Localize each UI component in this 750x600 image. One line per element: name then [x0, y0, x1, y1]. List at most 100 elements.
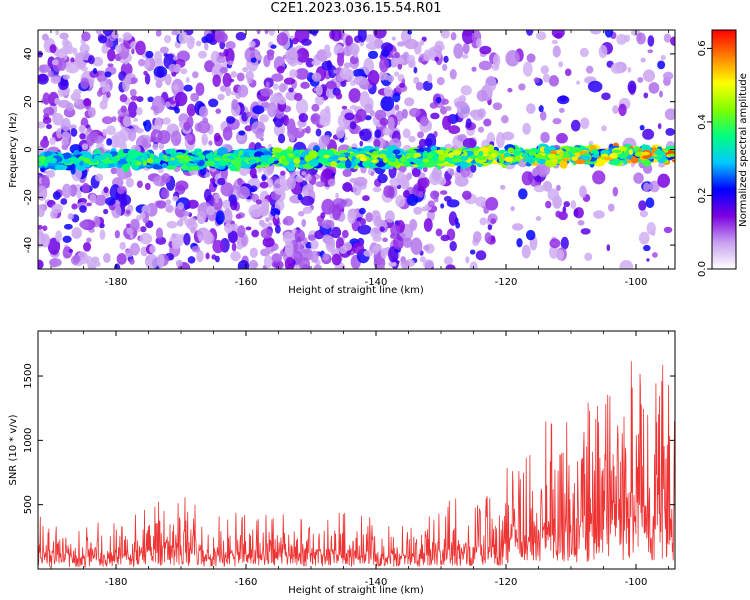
heatmap-cell — [47, 70, 54, 78]
heatmap-cell — [172, 55, 178, 61]
heatmap-cell — [83, 98, 92, 107]
heatmap-cell — [276, 65, 285, 74]
heatmap-cell — [412, 152, 422, 158]
heatmap-cell — [335, 126, 345, 139]
heatmap-cell — [38, 73, 48, 82]
heatmap-cell — [556, 133, 568, 144]
heatmap-cell — [469, 249, 476, 255]
heatmap-cell — [402, 237, 413, 249]
heatmap-cell — [399, 82, 406, 88]
heatmap-cell — [217, 177, 226, 186]
heatmap-cell — [331, 226, 342, 239]
heatmap-cell — [65, 61, 80, 74]
heatmap-cell — [73, 88, 82, 96]
heatmap-cell — [165, 199, 172, 206]
heatmap-cell — [461, 30, 475, 45]
snr-x-label: Height of straight line (km) — [288, 585, 424, 596]
heatmap-cell — [45, 169, 56, 178]
heatmap-cell — [542, 73, 550, 83]
heatmap-cell — [217, 93, 225, 101]
heatmap-cell — [515, 155, 521, 162]
heatmap-cell — [491, 152, 497, 158]
spectrogram-y-tick-label: 20 — [23, 95, 34, 108]
heatmap-cell — [332, 204, 341, 221]
heatmap-cell — [42, 92, 51, 105]
heatmap-cell — [120, 105, 127, 113]
heatmap-cell — [607, 203, 615, 212]
heatmap-cell — [219, 85, 227, 92]
heatmap-cell — [91, 256, 100, 264]
heatmap-cell — [411, 167, 421, 178]
heatmap-cell — [342, 182, 353, 192]
heatmap-cell — [301, 171, 307, 176]
heatmap-cell — [158, 144, 164, 150]
heatmap-cell — [183, 232, 191, 246]
heatmap-cell — [155, 30, 162, 37]
heatmap-cell — [382, 237, 388, 243]
heatmap-cell — [349, 121, 357, 130]
heatmap-cell — [118, 194, 132, 206]
heatmap-cell — [407, 30, 413, 35]
heatmap-cell — [90, 159, 98, 164]
heatmap-cell — [122, 116, 132, 128]
heatmap-cell — [522, 61, 533, 77]
heatmap-cell — [534, 153, 543, 159]
heatmap-cell — [230, 250, 241, 262]
heatmap-cell — [576, 80, 581, 85]
heatmap-cell — [149, 245, 156, 254]
heatmap-cell — [224, 223, 233, 234]
chart-title: C2E1.2023.036.15.54.R01 — [270, 1, 442, 16]
heatmap-cell — [365, 212, 374, 223]
heatmap-cell — [87, 107, 96, 118]
heatmap-cell — [422, 166, 428, 173]
heatmap-cell — [187, 256, 196, 264]
heatmap-cell — [344, 159, 352, 169]
heatmap-cell — [551, 30, 565, 39]
heatmap-cell — [420, 115, 429, 127]
heatmap-cell — [522, 122, 531, 135]
heatmap-cell — [462, 190, 472, 200]
heatmap-cell — [131, 160, 138, 165]
heatmap-cell — [143, 70, 148, 76]
heatmap-cell — [262, 237, 275, 248]
heatmap-cell — [50, 76, 61, 84]
heatmap-cell — [442, 115, 452, 130]
heatmap-cell — [612, 105, 619, 114]
heatmap-cell — [394, 51, 401, 59]
heatmap-cell — [229, 78, 235, 83]
heatmap-cell — [342, 168, 352, 178]
heatmap-cell — [224, 209, 231, 217]
heatmap-cell — [166, 220, 178, 229]
heatmap-cell — [213, 193, 221, 200]
heatmap-cell — [449, 168, 455, 177]
heatmap-cell — [103, 186, 109, 194]
heatmap-cell — [580, 228, 591, 235]
heatmap-cell — [289, 69, 298, 79]
heatmap-cell — [382, 127, 392, 136]
heatmap-cell — [387, 74, 395, 83]
heatmap-cell — [461, 54, 469, 59]
heatmap-cell — [611, 149, 622, 154]
heatmap-cell — [337, 157, 348, 161]
heatmap-cell — [244, 125, 253, 132]
spectrogram-x-tick-label: -180 — [105, 277, 128, 288]
heatmap-cell — [367, 50, 379, 60]
heatmap-cell — [562, 152, 570, 158]
heatmap-cell — [49, 44, 57, 54]
heatmap-cell — [280, 170, 286, 176]
heatmap-cell — [436, 149, 444, 155]
heatmap-cell — [157, 130, 171, 144]
heatmap-cell — [307, 234, 316, 241]
heatmap-cell — [500, 184, 506, 190]
heatmap-cell — [125, 177, 134, 188]
heatmap-cell — [580, 117, 590, 130]
heatmap-cell — [558, 107, 565, 113]
heatmap-cell — [61, 117, 71, 132]
heatmap-cell — [507, 147, 515, 153]
heatmap-cell — [670, 36, 675, 46]
heatmap-cell — [255, 130, 264, 140]
heatmap-cell — [645, 197, 655, 209]
spectrogram-y-tick-label: 40 — [23, 48, 34, 61]
heatmap-cell — [663, 149, 669, 153]
heatmap-cell — [383, 85, 393, 97]
